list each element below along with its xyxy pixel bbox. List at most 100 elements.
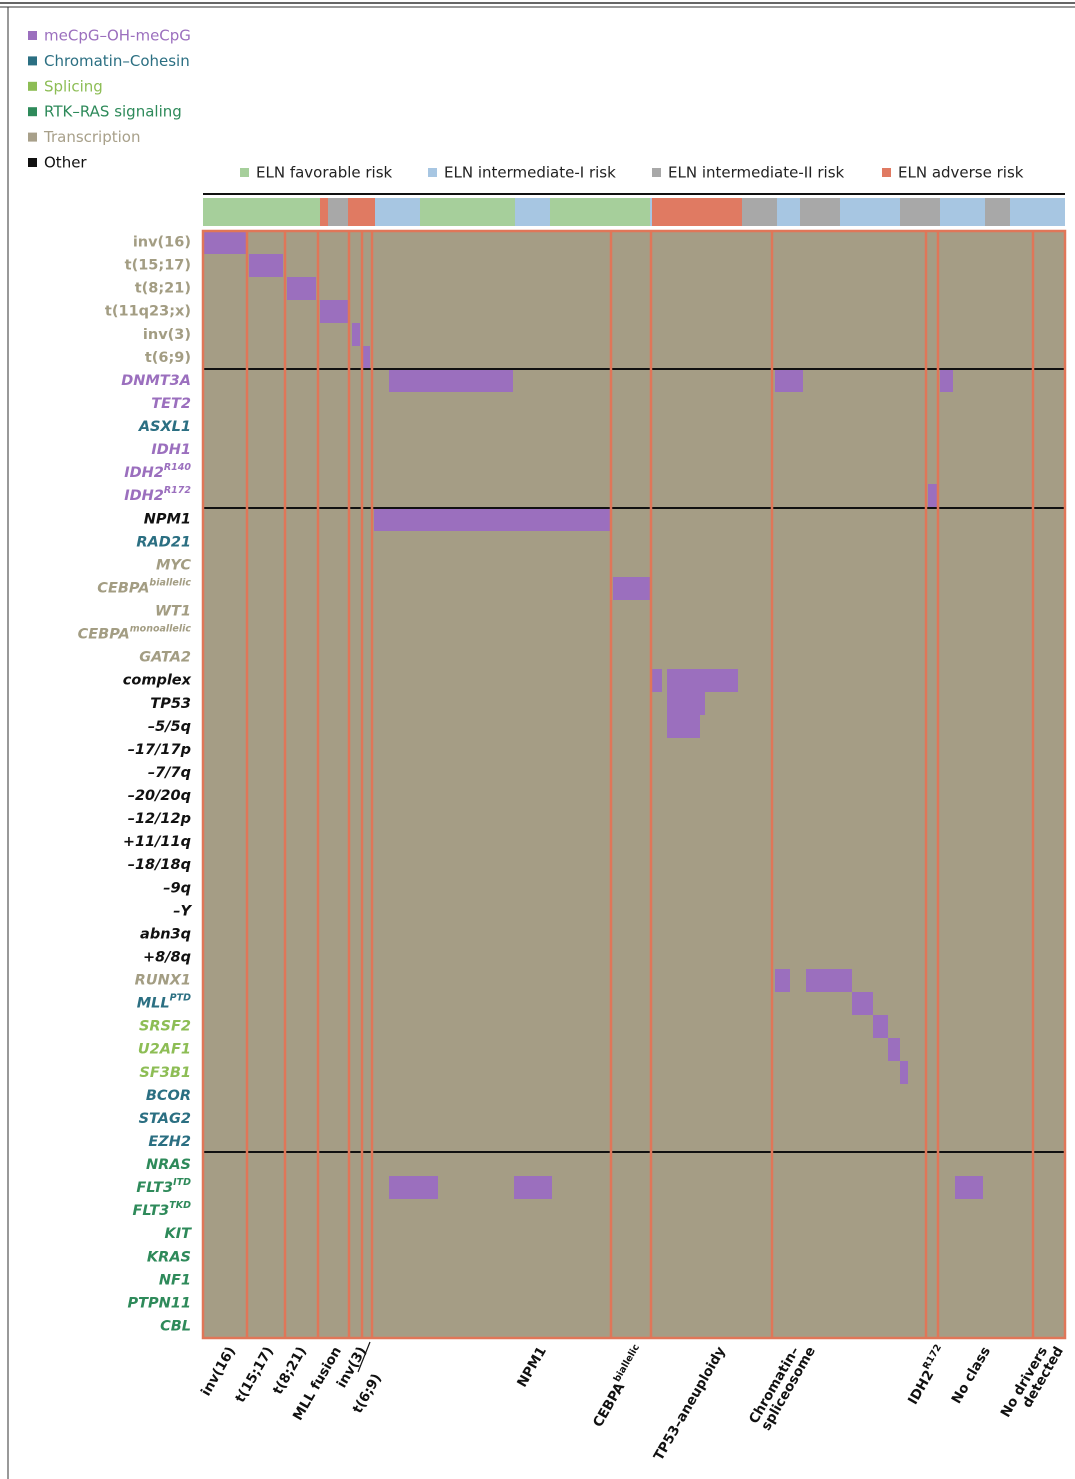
row-label: RUNX1 [135,973,191,989]
row-label-text: –5/5q [148,719,191,735]
row-label: BCOR [146,1088,191,1104]
row-label: SF3B1 [139,1065,191,1081]
legend-swatch [28,56,37,66]
row-label: WT1 [155,604,191,620]
row-label-text: ASXL1 [138,419,191,435]
row-label: RAD21 [136,534,191,550]
class-label: IDH2R172 [902,1342,951,1407]
row-label-text: BCOR [146,1088,191,1104]
risk-bar [203,198,1065,226]
class-label: No class [949,1344,994,1407]
label-connector [357,1341,371,1373]
row-label: PTPN11 [128,1295,191,1311]
legend-swatch [28,158,37,167]
row-label: NF1 [159,1272,191,1288]
row-label: –9q [163,880,191,896]
row-label-sup: ITD [173,1177,191,1188]
row-label: abn3q [140,926,191,942]
row-label-text: SRSF2 [139,1019,191,1035]
row-label-text: IDH1 [151,442,191,458]
row-label-text: IDH2 [124,488,164,504]
row-label: –20/20q [128,788,191,804]
class-label-text: No class [949,1344,994,1407]
row-label-text: –18/18q [128,857,191,873]
row-label-text: U2AF1 [138,1042,191,1058]
row-label-text: NRAS [146,1157,191,1173]
row-label-text: KIT [164,1226,192,1242]
row-label-text: +11/11q [123,834,191,850]
legend-label: Chromatin–Cohesin [44,52,190,70]
row-label-text: CEBPA [78,627,130,643]
legend-swatch [28,132,37,142]
row-label: NPM1 [144,511,191,527]
class-label-sup: biallelic [611,1342,641,1384]
row-label-sup: R172 [164,485,192,496]
row-label-text: inv(3) [143,327,191,343]
risk-label: ELN intermediate-II risk [668,164,845,182]
row-label: STAG2 [139,1111,191,1127]
risk-label: ELN favorable risk [256,164,393,182]
row-label: inv(3) [143,327,191,343]
risk-swatch [428,168,437,177]
class-label: TP53–aneuploidy [651,1344,729,1464]
row-label-text: –Y [173,903,192,919]
row-label-text: abn3q [140,926,191,942]
risk-swatch [240,168,249,177]
row-label-text: MLL [137,996,170,1012]
row-label: –5/5q [148,719,191,735]
row-label: IDH2R140 [124,462,191,482]
row-label-text: SF3B1 [139,1065,191,1081]
row-label-text: GATA2 [139,650,191,666]
legend-swatch [28,107,37,117]
row-label: CEBPAmonoallelic [78,623,192,643]
legend-label: RTK–RAS signaling [44,103,182,121]
alteration-blocks [204,231,983,1199]
row-label-text: TP53 [150,696,191,712]
row-label: U2AF1 [138,1042,191,1058]
legend-label: Transcription [43,128,140,146]
row-label: FLT3ITD [136,1177,191,1197]
row-label-text: FLT3 [133,1203,170,1219]
row-label: SRSF2 [139,1019,191,1035]
class-label-text: inv(16) [198,1344,239,1399]
row-label: KIT [164,1226,192,1242]
class-label-text: TP53–aneuploidy [651,1344,729,1464]
class-label-text: CEBPA [590,1380,628,1430]
row-label: –17/17p [128,742,191,758]
class-label: inv(16) [198,1344,239,1399]
row-label: MYC [156,557,191,573]
row-label: EZH2 [148,1134,191,1150]
row-label: +8/8q [143,949,191,965]
class-label-text: IDH2 [905,1368,937,1408]
row-label: TP53 [150,696,191,712]
separators [201,229,1067,1340]
row-label: IDH1 [151,442,191,458]
row-label-text: inv(16) [133,235,191,251]
risk-label: ELN adverse risk [898,164,1024,182]
row-label-text: –20/20q [128,788,191,804]
row-label-sup: biallelic [149,577,191,588]
row-label: FLT3TKD [133,1200,192,1220]
row-label-text: STAG2 [139,1111,191,1127]
row-label: TET2 [151,396,191,412]
row-label-text: MYC [156,557,191,573]
risk-label: ELN intermediate-I risk [444,164,616,182]
class-label: CEBPAbiallelic [587,1342,649,1430]
row-label-text: NF1 [159,1272,191,1288]
row-label: t(11q23;x) [105,304,191,320]
row-label: CBL [160,1318,191,1334]
row-label: +11/11q [123,834,191,850]
row-label-text: t(6;9) [145,350,191,366]
row-label: KRAS [147,1249,191,1265]
row-label-text: CBL [160,1318,191,1334]
row-label-text: EZH2 [148,1134,191,1150]
row-label-text: DNMT3A [121,373,191,389]
class-label-sup: R172 [920,1342,943,1371]
row-label-text: RAD21 [136,534,191,550]
row-label: –Y [173,903,192,919]
legend-swatch [28,31,37,40]
row-label-text: NPM1 [144,511,191,527]
row-label-text: FLT3 [136,1180,173,1196]
legend-label: meCpG–OH-meCpG [44,27,191,45]
risk-swatch [882,168,891,177]
